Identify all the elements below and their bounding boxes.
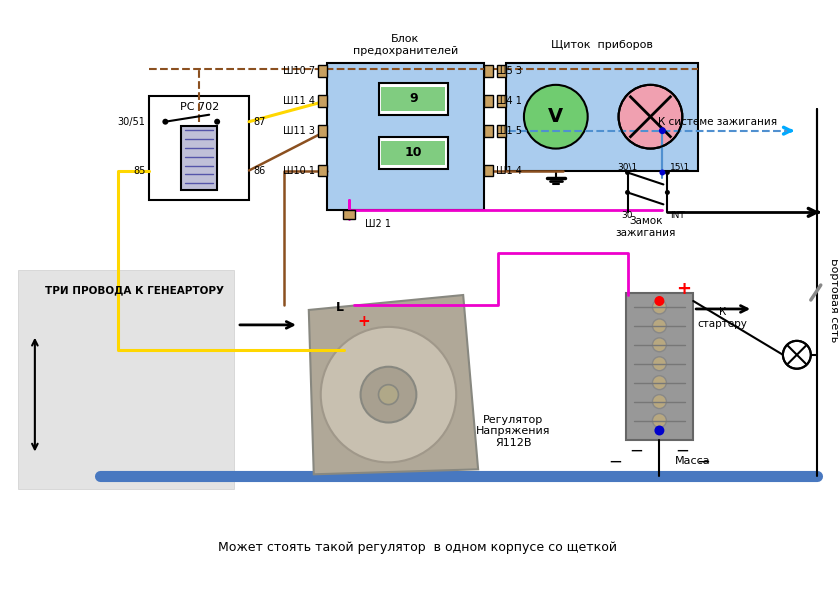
Bar <box>343 210 354 219</box>
Circle shape <box>653 395 666 408</box>
Bar <box>149 96 249 201</box>
Circle shape <box>659 127 666 134</box>
Text: −: − <box>629 441 644 460</box>
Polygon shape <box>308 295 478 474</box>
Circle shape <box>665 170 670 175</box>
Bar <box>318 165 327 177</box>
Circle shape <box>379 384 398 405</box>
Circle shape <box>618 85 682 149</box>
Text: 15\1: 15\1 <box>670 162 691 171</box>
Text: 87: 87 <box>253 116 266 127</box>
Text: L: L <box>336 301 344 315</box>
Text: Ш1 5: Ш1 5 <box>496 125 522 136</box>
Text: К
стартеру: К стартеру <box>697 307 747 329</box>
Bar <box>625 293 693 441</box>
Bar <box>327 63 484 210</box>
Text: Ш10 1: Ш10 1 <box>282 165 315 176</box>
Text: −: − <box>675 441 690 460</box>
Bar <box>484 65 493 77</box>
Circle shape <box>321 327 456 462</box>
Bar <box>379 83 448 115</box>
Text: 9: 9 <box>409 93 417 105</box>
Text: Щиток  приборов: Щиток приборов <box>551 40 653 50</box>
Text: Может стоять такой регулятор  в одном корпусе со щеткой: Может стоять такой регулятор в одном кор… <box>218 540 617 553</box>
Circle shape <box>665 190 670 195</box>
Text: Блок
предохранителей: Блок предохранителей <box>353 34 458 56</box>
Circle shape <box>215 119 220 125</box>
Text: Ш4 1: Ш4 1 <box>496 96 522 106</box>
Text: 85: 85 <box>133 165 146 176</box>
Polygon shape <box>18 270 234 490</box>
Text: Замок
зажигания: Замок зажигания <box>616 217 676 238</box>
Text: РС 702: РС 702 <box>179 101 219 112</box>
Text: INT: INT <box>670 211 685 220</box>
Circle shape <box>653 357 666 371</box>
Bar <box>181 126 217 190</box>
Bar <box>381 87 445 110</box>
Circle shape <box>625 190 630 195</box>
Circle shape <box>653 376 666 390</box>
Bar <box>318 125 327 137</box>
Bar <box>484 165 493 177</box>
Bar <box>379 137 448 168</box>
Text: 86: 86 <box>253 165 266 176</box>
Text: Ш11 4: Ш11 4 <box>282 96 315 106</box>
Bar <box>318 95 327 107</box>
Circle shape <box>783 341 811 369</box>
Text: −: − <box>608 453 623 470</box>
Bar <box>497 65 506 77</box>
Text: +: + <box>676 280 691 298</box>
Text: К системе зажигания: К системе зажигания <box>658 116 777 127</box>
Text: 30: 30 <box>622 211 634 220</box>
Text: Масса: Масса <box>675 456 710 466</box>
Circle shape <box>654 426 665 435</box>
Bar <box>381 141 445 165</box>
Text: 10: 10 <box>405 146 422 159</box>
Text: Ш5 3: Ш5 3 <box>496 66 522 76</box>
Text: 30\1: 30\1 <box>618 162 638 171</box>
Text: 30/51: 30/51 <box>117 116 146 127</box>
Bar <box>497 95 506 107</box>
Circle shape <box>660 170 665 176</box>
Circle shape <box>653 414 666 427</box>
Text: Ш2 1: Ш2 1 <box>365 219 391 229</box>
Text: Ш1 4: Ш1 4 <box>496 165 522 176</box>
Circle shape <box>654 296 665 306</box>
Text: ТРИ ПРОВОДА К ГЕНЕАРТОРУ: ТРИ ПРОВОДА К ГЕНЕАРТОРУ <box>44 285 224 295</box>
Bar <box>506 63 698 171</box>
Bar <box>497 125 506 137</box>
Text: Ш11 3: Ш11 3 <box>282 125 315 136</box>
Circle shape <box>163 119 168 125</box>
Text: Бортовая сеть: Бортовая сеть <box>829 258 838 342</box>
Text: −: − <box>696 453 710 470</box>
Bar <box>484 95 493 107</box>
Circle shape <box>625 170 630 175</box>
Circle shape <box>524 85 587 149</box>
Text: Ш10 7: Ш10 7 <box>282 66 315 76</box>
Text: V: V <box>548 107 563 126</box>
Bar <box>318 65 327 77</box>
Text: +: + <box>357 315 370 330</box>
Circle shape <box>360 367 416 423</box>
Circle shape <box>653 338 666 352</box>
Circle shape <box>653 319 666 333</box>
Text: Регулятор
Напряжения
Я112В: Регулятор Напряжения Я112В <box>476 414 551 448</box>
Circle shape <box>653 300 666 314</box>
Bar <box>484 125 493 137</box>
